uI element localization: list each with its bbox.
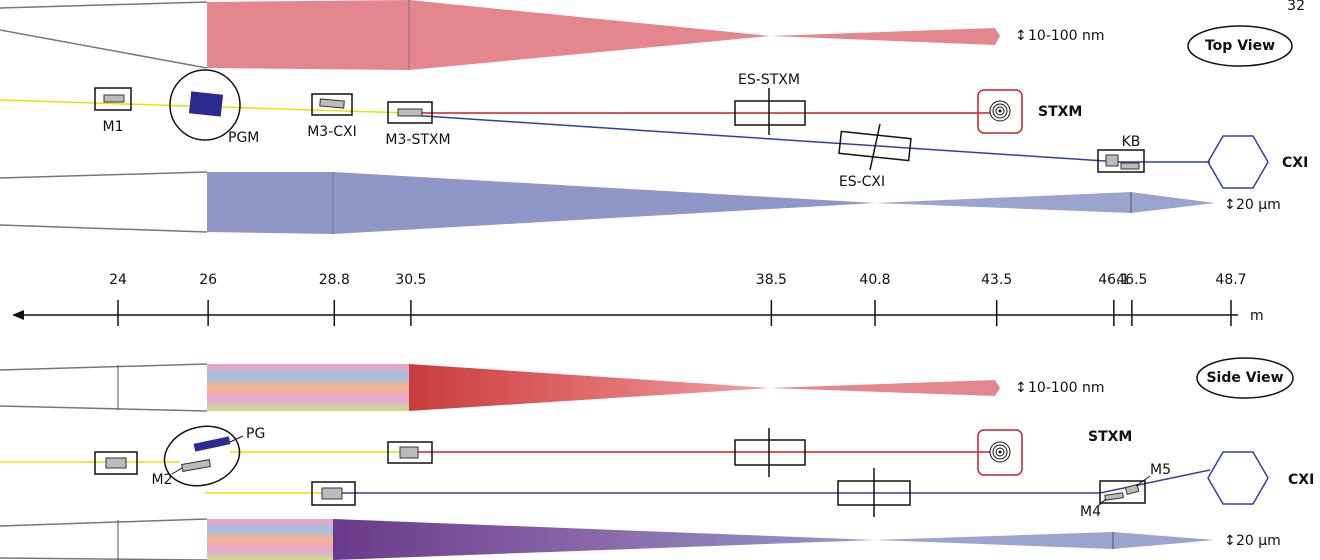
focus-label: 10-100 nm [1028, 28, 1105, 44]
label: M2 [152, 472, 173, 488]
side-cxi-envelope [0, 519, 1215, 560]
label: KB [1122, 134, 1141, 150]
tick-label: 48.7 [1215, 272, 1246, 288]
axis-unit: m [1250, 308, 1264, 324]
tick-label: 24 [109, 272, 127, 288]
label: ES-CXI [839, 174, 885, 190]
page-number: 32 [1287, 0, 1305, 14]
endstation-label: CXI [1288, 472, 1314, 488]
endstation-label: STXM [1038, 104, 1082, 120]
side-beamline [0, 418, 1268, 517]
label: M3-CXI [307, 124, 357, 140]
label: M5 [1150, 462, 1171, 478]
focus-label: 20 µm [1236, 197, 1281, 213]
tick-label: 43.5 [981, 272, 1012, 288]
top-beamline [0, 70, 1268, 188]
view-title: Side View [1206, 370, 1283, 386]
label: ES-STXM [738, 72, 800, 88]
top-cxi-envelope [0, 172, 1215, 234]
arrow: ↕ [1015, 28, 1027, 44]
arrow: ↕ [1224, 533, 1236, 549]
arrow: ↕ [1224, 197, 1236, 213]
tick-label: 40.8 [859, 272, 890, 288]
label: PG [246, 426, 265, 442]
tick-label: 30.5 [395, 272, 426, 288]
tick-label: 26 [199, 272, 217, 288]
focus-label: 10-100 nm [1028, 380, 1105, 396]
endstation-label: CXI [1282, 155, 1308, 171]
label: PGM [228, 130, 259, 146]
label: M3-STXM [385, 132, 450, 148]
top-stxm-envelope [0, 0, 1000, 70]
tick-label: 28.8 [319, 272, 350, 288]
label: M4 [1080, 504, 1101, 520]
view-title: Top View [1205, 38, 1275, 54]
tick-label: 38.5 [756, 272, 787, 288]
endstation-label: STXM [1088, 429, 1132, 445]
beamline-diagram: 32 ↕ 10-100 nm Top View M1 PGM M3-CXI M3… [0, 0, 1320, 560]
side-stxm-envelope [0, 364, 1000, 411]
tick-label: 46.5 [1116, 272, 1147, 288]
focus-label: 20 µm [1236, 533, 1281, 549]
arrow: ↕ [1015, 380, 1027, 396]
label: M1 [103, 119, 124, 135]
